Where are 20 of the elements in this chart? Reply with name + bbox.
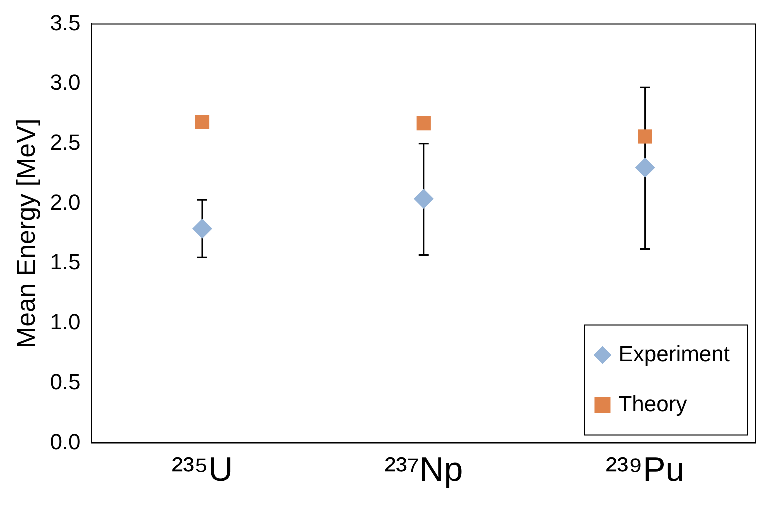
legend-label: Experiment bbox=[618, 341, 730, 366]
y-tick-label: 1.0 bbox=[50, 310, 81, 335]
x-tick-label: ²³⁹Pu bbox=[606, 450, 685, 489]
x-tick-label: ²³⁵U bbox=[172, 450, 234, 489]
y-tick-label: 2.0 bbox=[50, 190, 81, 215]
x-tick-label: ²³⁷Np bbox=[384, 450, 464, 489]
point bbox=[192, 218, 212, 239]
point bbox=[635, 158, 656, 178]
y-tick-label: 0.0 bbox=[50, 429, 81, 454]
y-tick-label: 3.5 bbox=[50, 10, 81, 36]
y-tick-label: 1.5 bbox=[50, 250, 81, 275]
y-axis-title: Mean Energy [MeV] bbox=[10, 118, 41, 349]
point bbox=[195, 115, 210, 130]
y-tick-label: 0.5 bbox=[50, 369, 81, 394]
y-tick-label: 2.5 bbox=[50, 130, 81, 155]
y-tick-label: 3.0 bbox=[50, 70, 81, 96]
legend-label: Theory bbox=[618, 391, 688, 416]
point bbox=[416, 116, 431, 131]
point bbox=[414, 188, 434, 209]
point bbox=[638, 130, 652, 144]
